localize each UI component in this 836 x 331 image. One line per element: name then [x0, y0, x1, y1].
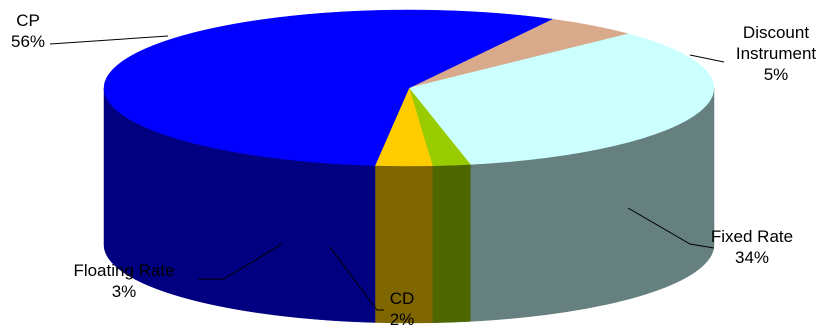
data-label-value-fixed-rate: 34%: [735, 248, 769, 267]
slice-side-cd: [432, 164, 471, 324]
slice-cp: [103, 9, 554, 166]
leader-lines-group: [49, 35, 725, 311]
data-label-text-fixed-rate: Fixed Rate: [711, 227, 793, 246]
leader-line-floating-rate: [198, 243, 283, 280]
data-label-discount-instrument: Discount Instrument 5%: [736, 23, 817, 84]
data-label-value-discount-instrument: 5%: [764, 65, 789, 84]
slice-fixed-rate: [408, 33, 715, 165]
pie-sides-group: [103, 87, 715, 324]
data-label-value-cp: 56%: [11, 32, 45, 51]
data-label-floating-rate: Floating Rate 3%: [73, 261, 174, 301]
data-label-fixed-rate: Fixed Rate 34%: [711, 227, 793, 267]
data-label-text-discount-instrument: Discount: [743, 23, 809, 42]
data-label-text-floating-rate: Floating Rate: [73, 261, 174, 280]
pie-tops-group: [103, 9, 715, 167]
leader-line-cd: [329, 246, 384, 311]
data-label-cd: CD 2%: [390, 289, 415, 329]
leader-line-discount-instrument: [689, 54, 725, 63]
leader-line-cp: [49, 35, 169, 45]
leader-line-fixed-rate: [627, 207, 715, 249]
data-label-value-floating-rate: 3%: [112, 282, 137, 301]
data-label-value-cd: 2%: [390, 310, 415, 329]
data-label-text-discount-instrument: Instrument: [736, 44, 817, 63]
data-label-text-cp: CP: [16, 11, 40, 30]
data-labels-group: Discount Instrument 5% Fixed Rate 34% CD 2% Flo…: [11, 11, 816, 329]
data-label-cp: CP 56%: [11, 11, 45, 51]
data-label-text-cd: CD: [390, 289, 415, 308]
